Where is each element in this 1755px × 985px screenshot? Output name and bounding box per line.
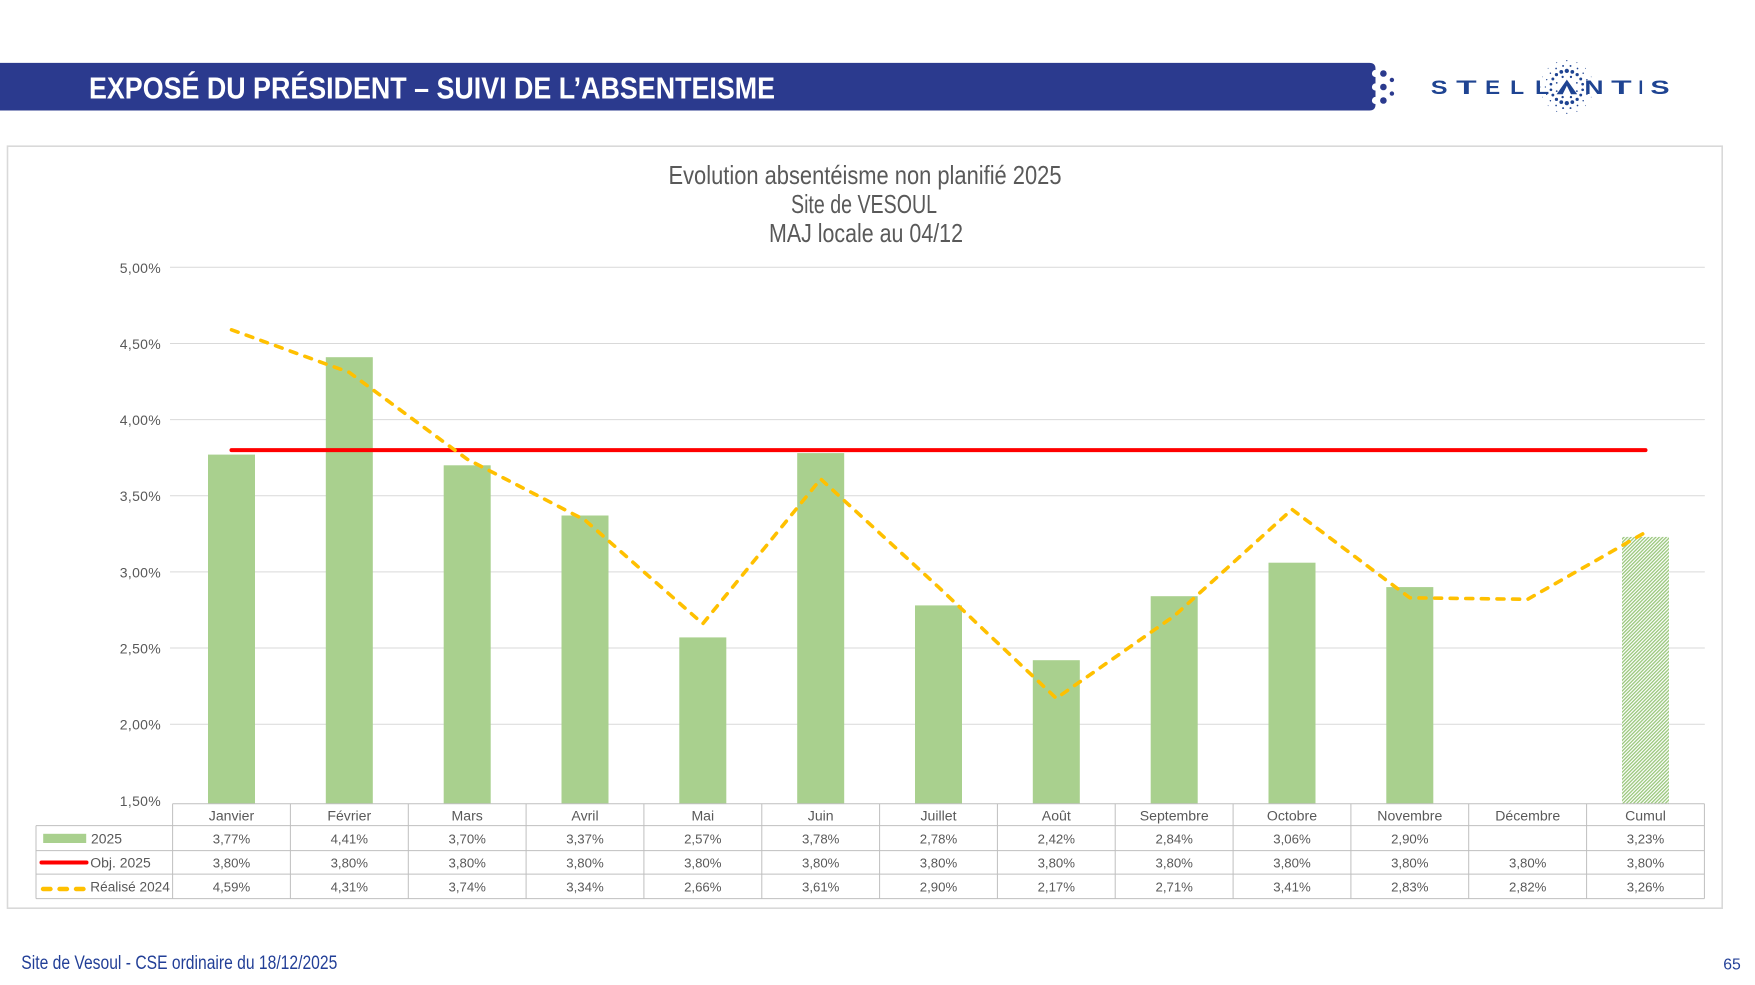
svg-text:E: E <box>1485 78 1500 99</box>
svg-text:3,80%: 3,80% <box>213 856 251 871</box>
svg-text:2,84%: 2,84% <box>1155 831 1193 846</box>
svg-text:2,66%: 2,66% <box>684 880 722 895</box>
svg-text:2,00%: 2,00% <box>120 717 161 733</box>
svg-text:4,50%: 4,50% <box>120 336 161 352</box>
svg-text:3,41%: 3,41% <box>1273 880 1311 895</box>
svg-text:I: I <box>1639 78 1644 99</box>
svg-text:Février: Février <box>327 807 371 823</box>
svg-text:S: S <box>1650 78 1669 99</box>
svg-text:4,00%: 4,00% <box>120 412 161 428</box>
svg-text:3,37%: 3,37% <box>566 831 604 846</box>
svg-text:N: N <box>1584 78 1603 99</box>
svg-text:Avril: Avril <box>571 807 598 823</box>
svg-text:L: L <box>1535 78 1549 99</box>
svg-text:3,80%: 3,80% <box>1391 856 1429 871</box>
svg-text:S: S <box>1431 78 1448 99</box>
svg-text:3,80%: 3,80% <box>1509 856 1547 871</box>
svg-text:Réalisé 2024: Réalisé 2024 <box>90 879 170 895</box>
svg-text:2,90%: 2,90% <box>1391 831 1429 846</box>
svg-text:4,41%: 4,41% <box>331 831 369 846</box>
svg-text:3,78%: 3,78% <box>802 831 840 846</box>
svg-text:2,17%: 2,17% <box>1038 880 1076 895</box>
svg-text:2,82%: 2,82% <box>1509 880 1547 895</box>
svg-text:Juin: Juin <box>808 807 834 823</box>
svg-text:2,90%: 2,90% <box>920 880 958 895</box>
svg-text:Septembre: Septembre <box>1140 807 1209 823</box>
svg-text:Août: Août <box>1042 807 1071 823</box>
svg-text:Site de Vesoul - CSE ordinaire: Site de Vesoul - CSE ordinaire du 18/12/… <box>21 953 337 974</box>
svg-text:3,77%: 3,77% <box>213 831 251 846</box>
svg-text:Obj. 2025: Obj. 2025 <box>90 855 151 871</box>
svg-text:3,06%: 3,06% <box>1273 831 1311 846</box>
svg-text:T: T <box>1611 78 1632 99</box>
svg-text:3,00%: 3,00% <box>120 564 161 580</box>
svg-text:3,80%: 3,80% <box>448 856 486 871</box>
svg-text:3,70%: 3,70% <box>448 831 486 846</box>
svg-text:2025: 2025 <box>91 830 122 846</box>
svg-text:2,78%: 2,78% <box>920 831 958 846</box>
svg-text:1,50%: 1,50% <box>120 793 161 809</box>
svg-text:4,31%: 4,31% <box>331 880 369 895</box>
svg-text:Site de VESOUL: Site de VESOUL <box>791 189 937 219</box>
svg-text:5,00%: 5,00% <box>120 260 161 276</box>
svg-text:3,74%: 3,74% <box>448 880 486 895</box>
svg-text:3,80%: 3,80% <box>802 856 840 871</box>
svg-text:3,34%: 3,34% <box>566 880 604 895</box>
svg-text:3,50%: 3,50% <box>120 488 161 504</box>
svg-text:3,61%: 3,61% <box>802 880 840 895</box>
svg-text:3,80%: 3,80% <box>1273 856 1311 871</box>
svg-text:2,83%: 2,83% <box>1391 880 1429 895</box>
svg-text:EXPOSÉ DU PRÉSIDENT – SUIVI DE: EXPOSÉ DU PRÉSIDENT – SUIVI DE L’ABSENTE… <box>89 71 775 106</box>
svg-text:Mars: Mars <box>452 807 483 823</box>
svg-text:Janvier: Janvier <box>209 807 255 823</box>
svg-text:3,80%: 3,80% <box>566 856 604 871</box>
svg-text:Mai: Mai <box>691 807 714 823</box>
svg-text:3,80%: 3,80% <box>331 856 369 871</box>
svg-text:MAJ locale au 04/12: MAJ locale au 04/12 <box>769 218 963 248</box>
svg-text:Décembre: Décembre <box>1495 807 1560 823</box>
svg-text:T: T <box>1456 78 1477 99</box>
svg-text:3,26%: 3,26% <box>1627 880 1665 895</box>
svg-text:3,80%: 3,80% <box>1627 856 1665 871</box>
svg-text:Juillet: Juillet <box>920 807 956 823</box>
svg-text:2,42%: 2,42% <box>1038 831 1076 846</box>
svg-text:Octobre: Octobre <box>1267 807 1317 823</box>
svg-text:65: 65 <box>1723 957 1741 974</box>
svg-text:3,80%: 3,80% <box>920 856 958 871</box>
svg-text:3,23%: 3,23% <box>1627 831 1665 846</box>
svg-text:3,80%: 3,80% <box>684 856 722 871</box>
svg-text:Cumul: Cumul <box>1625 807 1666 823</box>
svg-text:Novembre: Novembre <box>1377 807 1442 823</box>
svg-text:2,57%: 2,57% <box>684 831 722 846</box>
svg-text:3,80%: 3,80% <box>1155 856 1193 871</box>
svg-text:2,50%: 2,50% <box>120 641 161 657</box>
svg-text:Evolution absentéisme non plan: Evolution absentéisme non planifié 2025 <box>669 160 1062 190</box>
svg-text:4,59%: 4,59% <box>213 880 251 895</box>
svg-text:L: L <box>1510 78 1524 99</box>
svg-text:2,71%: 2,71% <box>1155 880 1193 895</box>
svg-text:3,80%: 3,80% <box>1038 856 1076 871</box>
